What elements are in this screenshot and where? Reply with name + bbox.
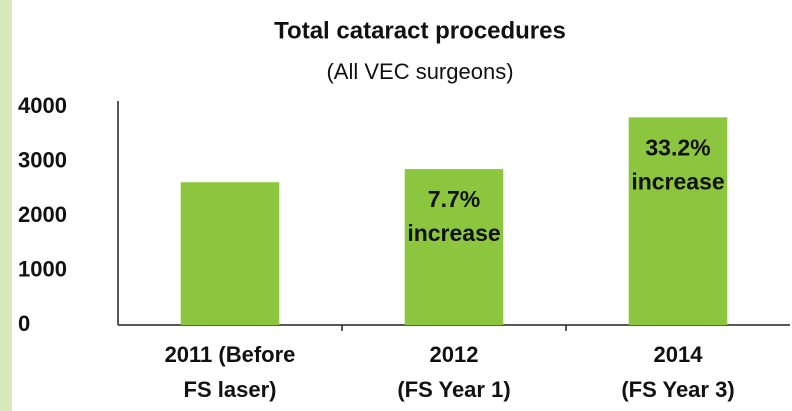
x-tick-label: (FS Year 3): [621, 377, 734, 402]
side-strip: [0, 0, 12, 411]
y-tick-label: 3000: [18, 147, 67, 172]
bar: [180, 182, 280, 325]
chart-title: Total cataract procedures: [274, 17, 566, 44]
y-tick-label: 2000: [18, 202, 67, 227]
x-tick-label: (FS Year 1): [397, 377, 510, 402]
bar: [404, 169, 504, 325]
annotation: increase: [407, 220, 500, 246]
x-tick-label: 2012: [430, 342, 479, 367]
bar: [628, 117, 728, 325]
annotation: 33.2%: [645, 134, 710, 160]
x-tick-label: 2014: [654, 342, 704, 367]
x-tick-label: FS laser): [184, 377, 277, 402]
y-tick-label: 4000: [18, 93, 67, 118]
annotation: increase: [631, 168, 724, 194]
y-tick-label: 0: [18, 311, 30, 336]
chart-subtitle: (All VEC surgeons): [326, 59, 513, 84]
annotation: 7.7%: [428, 186, 480, 212]
y-tick-label: 1000: [18, 256, 67, 281]
x-tick-label: 2011 (Before: [165, 342, 296, 367]
